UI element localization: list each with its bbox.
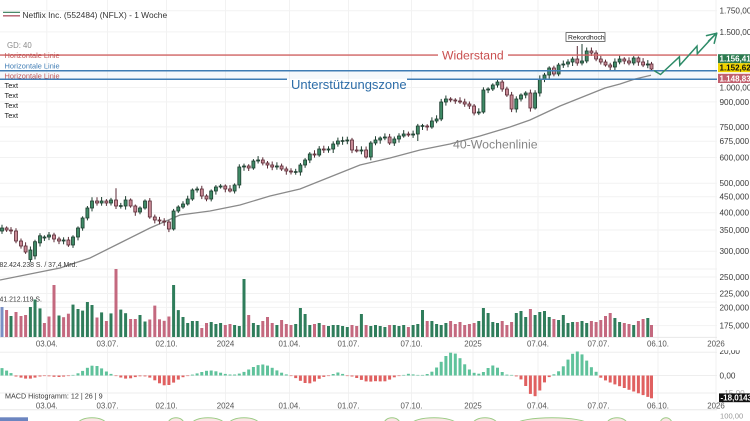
svg-text:Horizontale Linie: Horizontale Linie bbox=[5, 71, 60, 80]
svg-text:0,00: 0,00 bbox=[720, 371, 736, 380]
svg-text:100,00: 100,00 bbox=[720, 411, 743, 420]
svg-text:07.10.: 07.10. bbox=[401, 339, 423, 348]
svg-text:03.07.: 03.07. bbox=[97, 339, 119, 348]
svg-text:300,000: 300,000 bbox=[720, 247, 750, 256]
svg-text:20,00: 20,00 bbox=[720, 347, 741, 356]
svg-text:225,000: 225,000 bbox=[720, 289, 750, 298]
svg-text:40-Wochenlinie: 40-Wochenlinie bbox=[453, 138, 538, 152]
svg-text:41.212.119 S.: 41.212.119 S. bbox=[0, 297, 42, 304]
svg-text:-18,0143: -18,0143 bbox=[721, 394, 750, 403]
svg-text:07.07.: 07.07. bbox=[588, 339, 610, 348]
svg-text:2024: 2024 bbox=[217, 401, 235, 410]
svg-text:400,000: 400,000 bbox=[720, 209, 750, 218]
svg-text:07.04.: 07.04. bbox=[527, 339, 549, 348]
svg-text:Horizontale Linie: Horizontale Linie bbox=[5, 51, 60, 60]
svg-text:82.424.238 S. / 37,4 Mrd.: 82.424.238 S. / 37,4 Mrd. bbox=[0, 262, 77, 269]
svg-text:Text: Text bbox=[5, 91, 19, 100]
svg-text:01.04.: 01.04. bbox=[279, 401, 301, 410]
svg-text:Netflix Inc. (552484) (NFLX) -: Netflix Inc. (552484) (NFLX) - 1 Woche bbox=[23, 10, 168, 20]
svg-text:1.152,62: 1.152,62 bbox=[720, 64, 750, 73]
svg-text:02.10.: 02.10. bbox=[156, 339, 178, 348]
svg-text:1.750,00: 1.750,00 bbox=[720, 7, 750, 16]
svg-text:600,000: 600,000 bbox=[720, 153, 750, 162]
svg-text:MACD Histogramm: 12 | 26 | 9: MACD Histogramm: 12 | 26 | 9 bbox=[5, 392, 103, 401]
svg-text:200,000: 200,000 bbox=[720, 303, 750, 312]
svg-text:Widerstand: Widerstand bbox=[442, 48, 504, 62]
svg-text:1.000,00: 1.000,00 bbox=[720, 83, 750, 92]
svg-text:07.10.: 07.10. bbox=[401, 401, 423, 410]
svg-text:1.148,83: 1.148,83 bbox=[720, 74, 750, 83]
svg-text:Text: Text bbox=[5, 81, 19, 90]
svg-text:350,000: 350,000 bbox=[720, 226, 750, 235]
svg-text:2024: 2024 bbox=[217, 339, 235, 348]
svg-text:GD: 40: GD: 40 bbox=[7, 41, 32, 50]
svg-text:03.04.: 03.04. bbox=[36, 401, 58, 410]
svg-text:2026: 2026 bbox=[707, 339, 725, 348]
svg-text:2025: 2025 bbox=[464, 401, 482, 410]
svg-text:07.07.: 07.07. bbox=[588, 401, 610, 410]
svg-text:250,000: 250,000 bbox=[720, 273, 750, 282]
svg-text:175,000: 175,000 bbox=[720, 322, 750, 331]
svg-text:02.10.: 02.10. bbox=[156, 401, 178, 410]
svg-text:1.156,41: 1.156,41 bbox=[720, 55, 750, 64]
svg-text:Rekordhoch: Rekordhoch bbox=[568, 34, 605, 41]
svg-text:675,000: 675,000 bbox=[720, 137, 750, 146]
svg-text:500,000: 500,000 bbox=[720, 179, 750, 188]
svg-text:01.07.: 01.07. bbox=[338, 339, 360, 348]
svg-text:Text: Text bbox=[5, 101, 19, 110]
svg-text:900,000: 900,000 bbox=[720, 98, 750, 107]
svg-text:07.04.: 07.04. bbox=[527, 401, 549, 410]
svg-text:Text: Text bbox=[5, 111, 19, 120]
svg-text:06.10.: 06.10. bbox=[647, 401, 669, 410]
svg-text:450,000: 450,000 bbox=[720, 193, 750, 202]
svg-text:03.07.: 03.07. bbox=[97, 401, 119, 410]
svg-text:06.10.: 06.10. bbox=[647, 339, 669, 348]
svg-text:2025: 2025 bbox=[464, 339, 482, 348]
svg-text:01.07.: 01.07. bbox=[338, 401, 360, 410]
svg-text:2026: 2026 bbox=[707, 401, 725, 410]
svg-text:Horizontale Linie: Horizontale Linie bbox=[5, 61, 60, 70]
svg-text:1.500,00: 1.500,00 bbox=[720, 28, 750, 37]
svg-text:01.04.: 01.04. bbox=[279, 339, 301, 348]
svg-text:750,000: 750,000 bbox=[720, 123, 750, 132]
svg-text:03.04.: 03.04. bbox=[36, 339, 58, 348]
svg-text:Unterstützungszone: Unterstützungszone bbox=[291, 77, 407, 92]
